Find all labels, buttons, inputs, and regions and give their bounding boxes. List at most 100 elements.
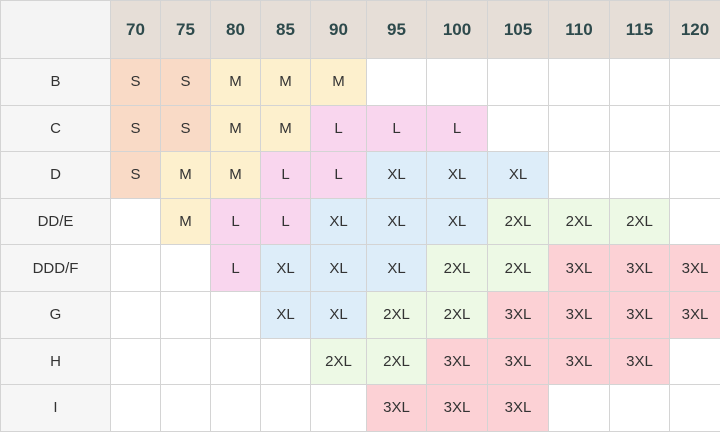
table-row: DD/E M L L XL XL XL 2XL 2XL 2XL [0,197,720,246]
table-row: DDD/F L XL XL XL 2XL 2XL 3XL 3XL 3XL [0,244,720,292]
empty-cell [548,58,610,106]
size-cell: M [210,104,261,153]
empty-cell [609,58,670,106]
size-cell: S [110,104,161,153]
size-cell: 3XL [487,290,549,339]
size-cell: L [260,197,311,246]
row-header: D [0,151,111,199]
row-header: G [0,290,111,339]
empty-cell [487,104,549,153]
table-row: H 2XL 2XL 3XL 3XL 3XL 3XL [0,337,720,386]
size-cell: S [160,104,211,153]
size-cell: 3XL [487,384,549,432]
empty-cell [669,337,720,386]
size-cell: 3XL [609,290,670,339]
column-header: 110 [548,0,610,59]
row-header: DDD/F [0,244,111,292]
empty-cell [160,290,211,339]
size-cell: 2XL [426,244,488,292]
size-cell: 3XL [426,337,488,386]
size-cell: 3XL [669,244,720,292]
size-cell: M [160,151,211,199]
empty-cell [110,244,161,292]
size-cell: 3XL [669,290,720,339]
column-header: 105 [487,0,549,59]
row-header: B [0,58,111,106]
column-header: 90 [310,0,367,59]
empty-cell [260,384,311,432]
header-row: 70 75 80 85 90 95 100 105 110 115 120 [0,0,720,59]
empty-cell [160,337,211,386]
size-cell: 3XL [609,244,670,292]
empty-cell [548,151,610,199]
table-row: D S M M L L XL XL XL [0,151,720,199]
empty-cell [110,290,161,339]
size-cell: XL [487,151,549,199]
size-cell: XL [366,244,427,292]
column-header: 100 [426,0,488,59]
empty-cell [210,384,261,432]
empty-cell [426,58,488,106]
empty-cell [669,151,720,199]
size-cell: 3XL [548,337,610,386]
column-header: 120 [669,0,720,59]
column-header: 115 [609,0,670,59]
size-cell: XL [310,244,367,292]
size-cell: L [210,244,261,292]
size-cell: XL [260,290,311,339]
empty-cell [669,197,720,246]
size-cell: 2XL [487,244,549,292]
size-cell: M [260,58,311,106]
size-cell: M [310,58,367,106]
empty-cell [366,58,427,106]
size-cell: L [426,104,488,153]
empty-cell [160,384,211,432]
size-cell: L [260,151,311,199]
empty-cell [609,104,670,153]
size-cell: 2XL [548,197,610,246]
column-header: 85 [260,0,311,59]
size-cell: XL [426,197,488,246]
size-cell: 2XL [366,290,427,339]
size-cell: 2XL [310,337,367,386]
empty-cell [669,58,720,106]
table-row: I 3XL 3XL 3XL [0,384,720,432]
empty-cell [210,337,261,386]
size-cell: 3XL [548,290,610,339]
row-header: H [0,337,111,386]
size-cell: 2XL [426,290,488,339]
empty-cell [260,337,311,386]
size-cell: S [110,151,161,199]
empty-cell [548,384,610,432]
size-cell: M [160,197,211,246]
row-header: DD/E [0,197,111,246]
size-cell: 2XL [609,197,670,246]
size-cell: XL [366,151,427,199]
size-cell: 2XL [366,337,427,386]
size-cell: L [366,104,427,153]
size-cell: 3XL [609,337,670,386]
empty-cell [210,290,261,339]
row-header: C [0,104,111,153]
corner-cell [0,0,111,59]
size-cell: L [310,104,367,153]
size-cell: L [310,151,367,199]
size-cell: S [160,58,211,106]
size-cell: 3XL [487,337,549,386]
table-row: G XL XL 2XL 2XL 3XL 3XL 3XL 3XL [0,290,720,339]
size-cell: M [210,151,261,199]
size-cell: XL [426,151,488,199]
size-cell: XL [310,290,367,339]
column-header: 80 [210,0,261,59]
empty-cell [487,58,549,106]
column-header: 75 [160,0,211,59]
empty-cell [609,151,670,199]
empty-cell [669,104,720,153]
empty-cell [669,384,720,432]
size-cell: XL [366,197,427,246]
size-cell: XL [260,244,311,292]
